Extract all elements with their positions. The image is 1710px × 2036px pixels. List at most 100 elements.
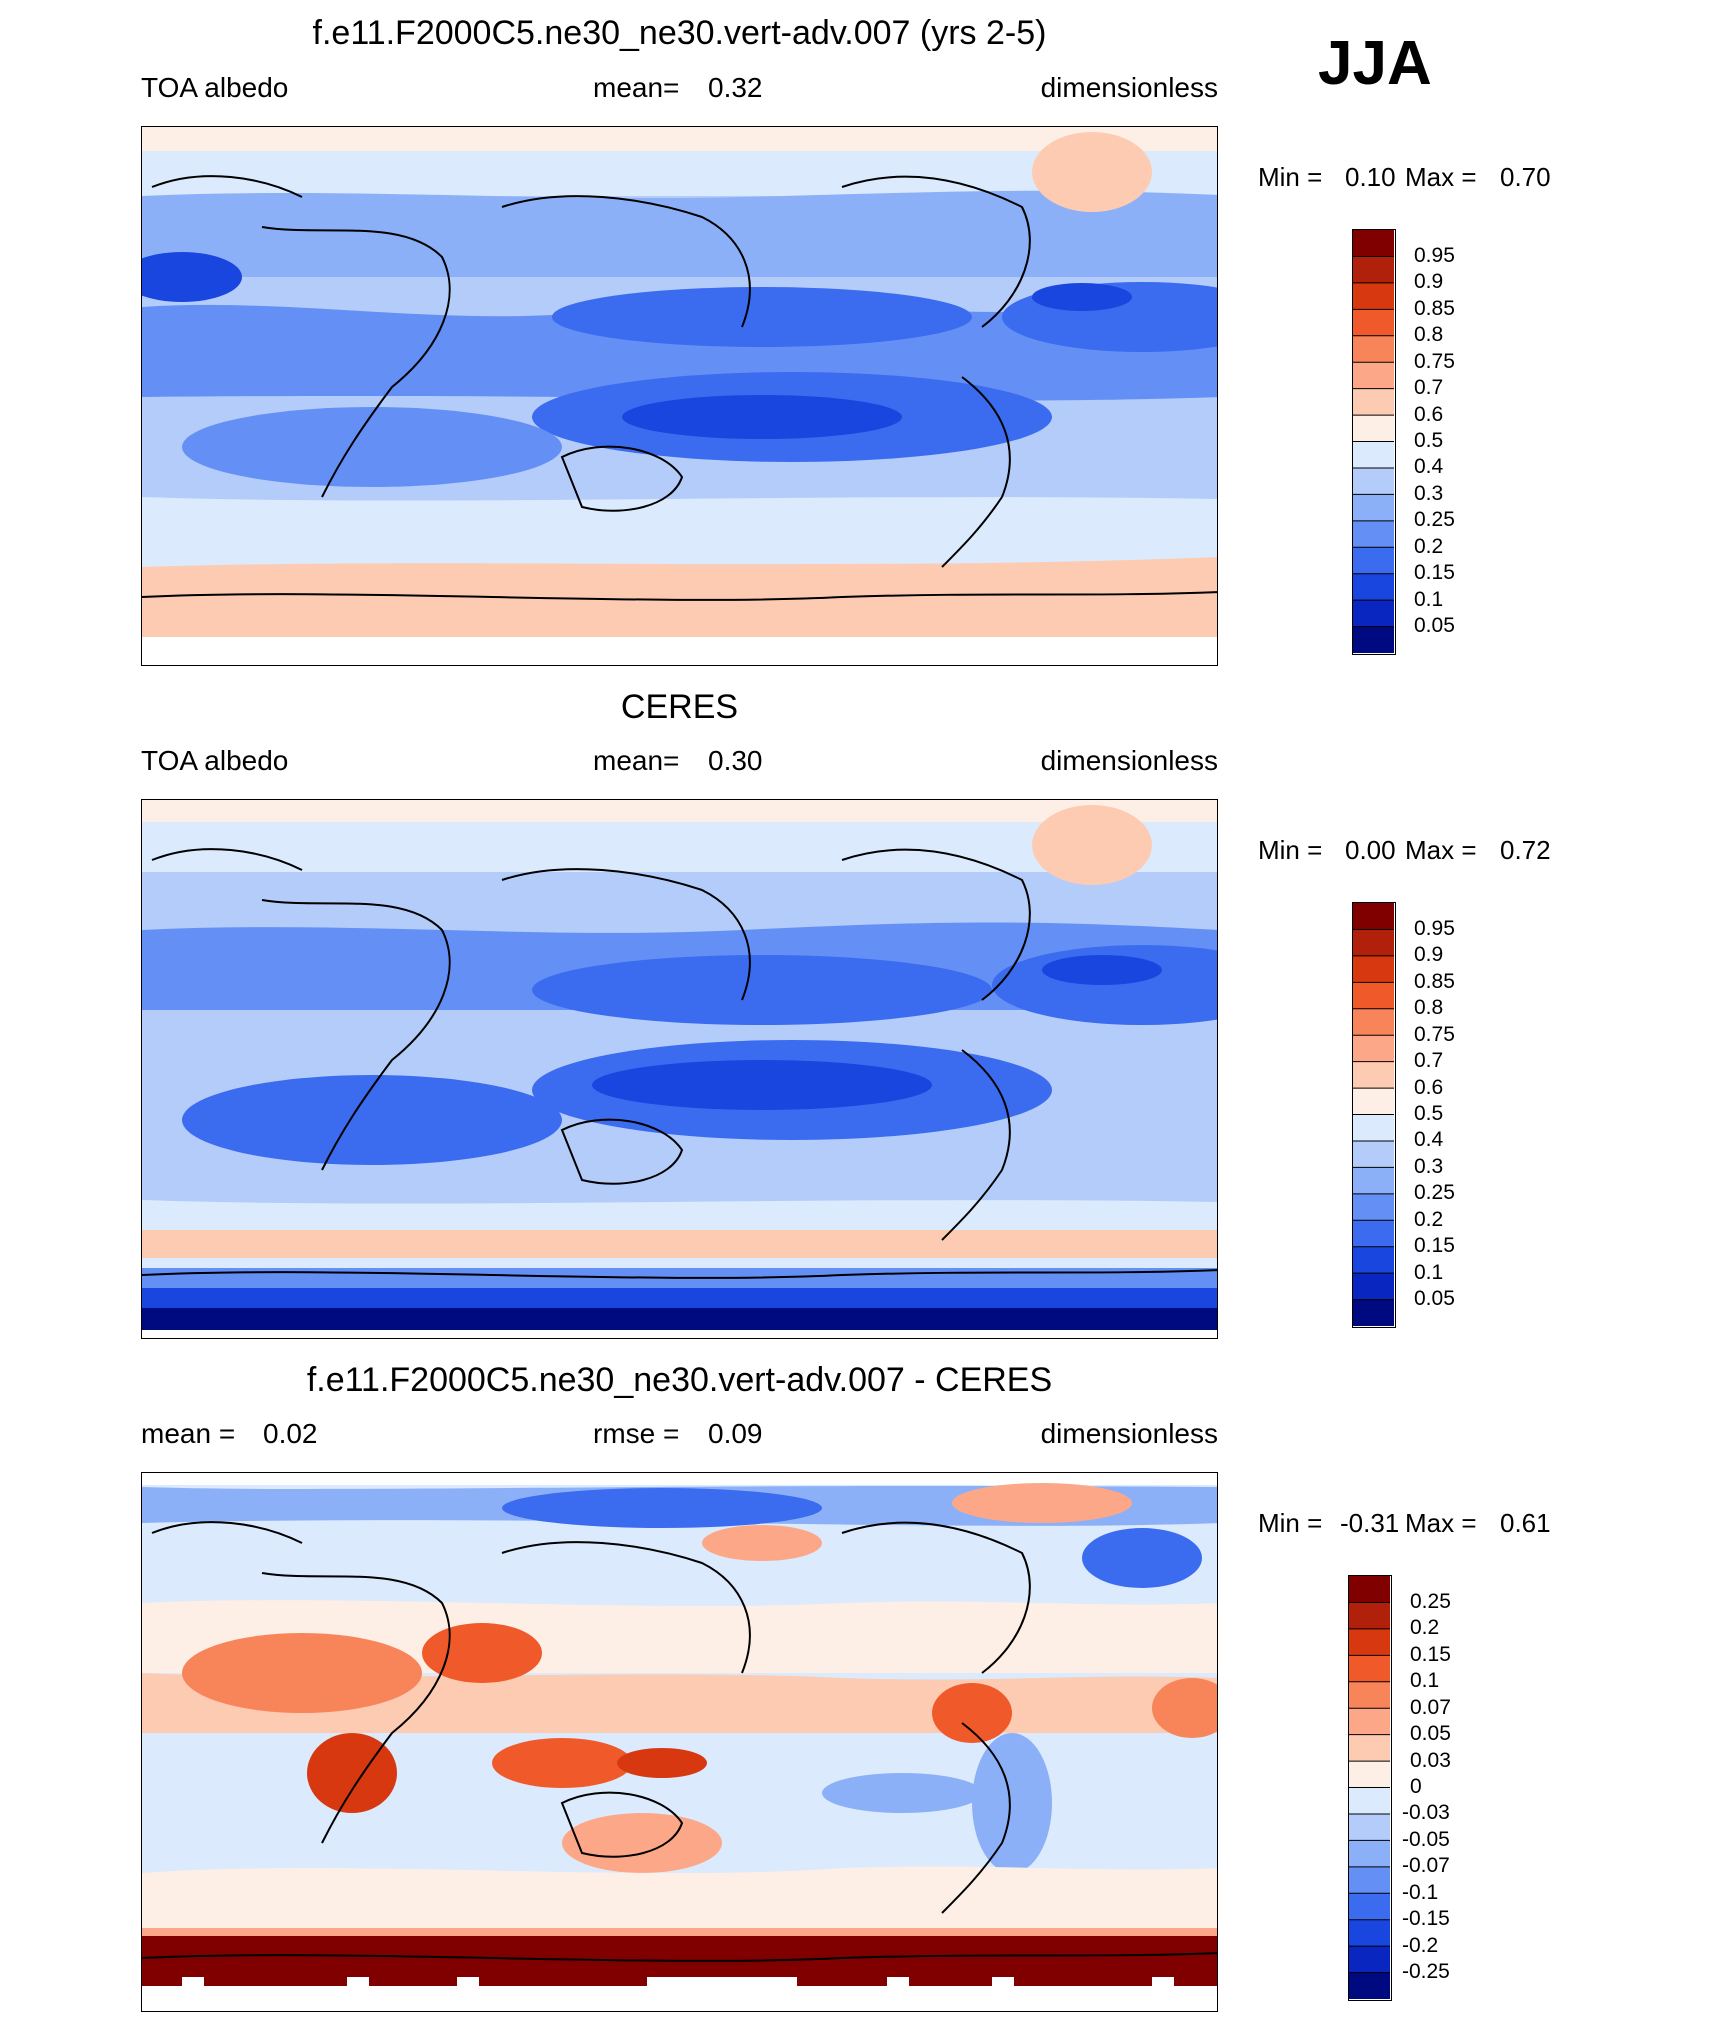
colorbar-tick-label: 0.2 (1410, 1616, 1440, 1640)
colorbar-swatch (1353, 494, 1394, 522)
panel1-colorbar (1352, 229, 1396, 655)
colorbar-tick-label: 0.1 (1410, 1669, 1440, 1693)
colorbar-tick-label: 0.8 (1414, 323, 1444, 347)
panel2-units: dimensionless (1040, 745, 1218, 776)
panel2-title: CERES (620, 688, 739, 726)
colorbar-tick-label: 0.5 (1414, 1102, 1444, 1125)
panel2-variable: TOA albedo (141, 745, 289, 776)
colorbar-tick-label: 0.3 (1414, 1154, 1444, 1178)
panel1-mean-label: mean= (593, 72, 680, 103)
colorbar-tick-label: 0.05 (1414, 1287, 1455, 1311)
panel3-rmse-value: 0.09 (708, 1418, 763, 1449)
colorbar-swatch (1349, 1602, 1390, 1630)
colorbar-swatch (1353, 547, 1394, 575)
colorbar-tick-label: 0.5 (1414, 429, 1444, 452)
colorbar-tick-label: -0.2 (1402, 1933, 1439, 1957)
colorbar-tick-label: 0.95 (1414, 916, 1455, 940)
colorbar-tick-label: 0.05 (1414, 614, 1455, 638)
colorbar-swatch (1353, 982, 1394, 1010)
colorbar-swatch (1349, 1946, 1390, 1974)
colorbar-swatch (1353, 1167, 1394, 1195)
colorbar-tick-label: 0.15 (1414, 1234, 1455, 1258)
colorbar-tick-label: -0.25 (1402, 1960, 1450, 1984)
colorbar-swatch (1353, 388, 1394, 416)
colorbar-tick-label: 0.2 (1414, 1207, 1444, 1231)
colorbar-tick-label: -0.1 (1402, 1880, 1439, 1904)
panel3-min-value: -0.31 (1340, 1508, 1400, 1538)
colorbar-tick-label: 0.75 (1414, 1022, 1455, 1046)
colorbar-tick-label: 0.25 (1414, 508, 1455, 532)
colorbar-swatch (1349, 1628, 1390, 1656)
colorbar-tick-label: 0.1 (1414, 587, 1444, 611)
colorbar-swatch (1349, 1972, 1390, 1999)
colorbar-tick-label: 0.7 (1414, 1049, 1444, 1073)
colorbar-tick-label: 0.8 (1414, 996, 1444, 1020)
panel3-title: f.e11.F2000C5.ne30_ne30.vert-adv.007 - C… (306, 1361, 1053, 1399)
colorbar-tick-label: 0.4 (1414, 455, 1444, 479)
colorbar-tick-label: 0.25 (1410, 1589, 1451, 1613)
colorbar-swatch (1353, 1061, 1394, 1089)
colorbar-swatch (1353, 1088, 1394, 1115)
panel3-max-label: Max = (1405, 1508, 1477, 1538)
colorbar-swatch (1353, 955, 1394, 983)
colorbar-swatch (1353, 256, 1394, 284)
colorbar-swatch (1353, 1246, 1394, 1274)
colorbar-swatch (1353, 1193, 1394, 1221)
colorbar-tick-label: 0.85 (1414, 969, 1455, 993)
colorbar-swatch (1349, 1919, 1390, 1947)
panel1-mean-value: 0.32 (708, 72, 763, 103)
panel2-max-label: Max = (1405, 835, 1477, 865)
colorbar-tick-label: 0.15 (1414, 561, 1455, 585)
colorbar-tick-label: 0.05 (1410, 1722, 1451, 1746)
season-label: JJA (1318, 29, 1432, 98)
colorbar-swatch (1349, 1681, 1390, 1709)
colorbar-swatch (1353, 626, 1394, 653)
colorbar-tick-label: 0.6 (1414, 1075, 1444, 1099)
panel3-colorbar (1348, 1575, 1392, 2001)
colorbar-swatch (1353, 335, 1394, 363)
colorbar-swatch (1349, 1813, 1390, 1841)
colorbar-swatch (1353, 1008, 1394, 1036)
colorbar-swatch (1353, 1299, 1394, 1326)
colorbar-swatch (1353, 903, 1394, 930)
panel1-max-label: Max = (1405, 162, 1477, 192)
colorbar-swatch (1349, 1893, 1390, 1921)
colorbar-tick-label: -0.03 (1402, 1801, 1450, 1825)
colorbar-swatch (1349, 1787, 1390, 1815)
panel2-min-value: 0.00 (1345, 835, 1396, 865)
colorbar-swatch (1353, 362, 1394, 390)
colorbar-swatch (1349, 1708, 1390, 1736)
colorbar-tick-label: -0.07 (1402, 1854, 1450, 1878)
panel2-map (141, 799, 1218, 1339)
colorbar-tick-label: -0.15 (1402, 1907, 1450, 1931)
panel1-title: f.e11.F2000C5.ne30_ne30.vert-adv.007 (yr… (312, 14, 1047, 52)
panel2-max-value: 0.72 (1500, 835, 1551, 865)
panel1-min-value: 0.10 (1345, 162, 1396, 192)
colorbar-swatch (1349, 1866, 1390, 1894)
colorbar-tick-label: 0 (1410, 1775, 1422, 1798)
colorbar-tick-label: 0.15 (1410, 1642, 1451, 1666)
colorbar-swatch (1353, 929, 1394, 957)
colorbar-swatch (1353, 1273, 1394, 1301)
colorbar-tick-label: -0.05 (1402, 1827, 1450, 1851)
panel1-map (141, 126, 1218, 666)
colorbar-tick-label: 0.3 (1414, 481, 1444, 505)
colorbar-swatch (1353, 282, 1394, 310)
panel3-min-label: Min = (1258, 1508, 1323, 1538)
panel3-mean-value: 0.02 (263, 1418, 318, 1449)
panel1-units: dimensionless (1040, 72, 1218, 103)
panel2-min-label: Min = (1258, 835, 1323, 865)
panel2-mean-value: 0.30 (708, 745, 763, 776)
colorbar-tick-label: 0.03 (1410, 1748, 1451, 1772)
panel3-max-value: 0.61 (1500, 1508, 1551, 1538)
panel3-rmse-label: rmse = (593, 1418, 680, 1449)
colorbar-swatch (1353, 309, 1394, 337)
colorbar-tick-label: 0.6 (1414, 402, 1444, 426)
colorbar-swatch (1349, 1655, 1390, 1683)
panel1-variable: TOA albedo (141, 72, 289, 103)
colorbar-swatch (1353, 520, 1394, 548)
colorbar-swatch (1349, 1576, 1390, 1603)
colorbar-swatch (1353, 1140, 1394, 1168)
panel1-max-value: 0.70 (1500, 162, 1551, 192)
colorbar-swatch (1353, 415, 1394, 442)
